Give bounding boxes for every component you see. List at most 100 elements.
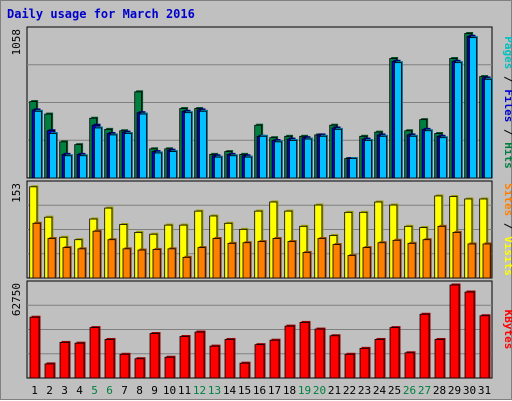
x-tick-label-24: 24	[373, 384, 387, 397]
bottom-legend: KBytes	[502, 310, 512, 350]
bottom-kbytes-bar-5	[89, 327, 100, 379]
bottom-kbytes-bar-24	[374, 339, 385, 379]
x-tick-label-7: 7	[121, 384, 128, 397]
top-pages-bar-25	[394, 62, 402, 179]
middle-legend-item-0: Sites	[502, 183, 512, 216]
x-tick-label-4: 4	[76, 384, 83, 397]
bottom-kbytes-bar-22	[344, 353, 355, 379]
top-pages-bar-8	[139, 113, 147, 179]
x-tick-label-27: 27	[418, 384, 431, 397]
x-tick-label-20: 20	[313, 384, 326, 397]
middle-sites-bar-3	[62, 247, 71, 279]
bottom-kbytes-bar-9	[149, 333, 160, 379]
middle-legend: Sites / Visits	[502, 183, 512, 276]
x-tick-label-29: 29	[448, 384, 461, 397]
middle-sites-bar-24	[377, 242, 386, 279]
middle-sites-bar-31	[482, 243, 491, 279]
middle-sites-bar-22	[347, 255, 356, 279]
middle-sites-bar-12	[197, 247, 206, 279]
x-tick-label-16: 16	[253, 384, 266, 397]
bottom-kbytes-bar-15	[239, 362, 250, 379]
bottom-kbytes-bar-2	[44, 363, 55, 379]
top-pages-bar-22	[349, 158, 357, 179]
top-pages-bar-29	[454, 62, 462, 179]
x-tick-label-26: 26	[403, 384, 416, 397]
x-tick-label-30: 30	[463, 384, 476, 397]
bottom-kbytes-bar-20	[314, 328, 325, 379]
top-pages-bar-17	[274, 141, 282, 179]
bottom-kbytes-bar-8	[134, 358, 145, 379]
x-tick-label-18: 18	[283, 384, 296, 397]
top-legend-item-2: Files	[502, 89, 512, 122]
bottom-kbytes-bar-21	[329, 335, 340, 379]
top-pages-bar-18	[289, 140, 297, 179]
top-pages-bar-15	[244, 156, 252, 179]
x-tick-label-9: 9	[151, 384, 158, 397]
top-pages-bar-5	[94, 127, 102, 179]
bottom-kbytes-bar-11	[179, 336, 190, 379]
x-tick-label-21: 21	[328, 384, 341, 397]
top-pages-bar-1	[34, 110, 42, 179]
middle-sites-bar-1	[32, 222, 41, 279]
bottom-kbytes-bar-14	[224, 339, 235, 379]
x-tick-label-1: 1	[31, 384, 38, 397]
bottom-kbytes-bar-12	[194, 331, 205, 379]
top-pages-bar-14	[229, 155, 237, 179]
top-pages-bar-4	[79, 155, 87, 179]
bottom-kbytes-bar-18	[284, 325, 295, 379]
bottom-kbytes-bar-30	[464, 291, 475, 379]
bottom-kbytes-bar-23	[359, 347, 370, 379]
top-legend: Pages / Files / Hits	[502, 36, 512, 169]
bottom-kbytes-bar-26	[404, 352, 415, 379]
top-legend-item-0: Pages	[502, 36, 512, 69]
middle-sites-bar-23	[362, 247, 371, 279]
middle-sites-bar-9	[152, 249, 161, 279]
middle-sites-bar-26	[407, 242, 416, 279]
middle-sites-bar-27	[422, 239, 431, 279]
bottom-kbytes-bar-1	[29, 316, 40, 379]
middle-legend-item-2: Visits	[502, 236, 512, 276]
middle-ymax-label: 153	[10, 183, 23, 203]
middle-sites-bar-18	[287, 241, 296, 279]
top-pages-bar-27	[424, 130, 432, 179]
middle-legend-item-1: /	[502, 216, 512, 236]
middle-sites-bar-7	[122, 248, 131, 279]
top-pages-bar-21	[334, 128, 342, 179]
top-pages-bar-30	[469, 37, 477, 179]
middle-sites-bar-14	[227, 242, 236, 279]
x-tick-label-13: 13	[208, 384, 221, 397]
x-tick-label-12: 12	[193, 384, 206, 397]
x-tick-label-23: 23	[358, 384, 371, 397]
x-tick-label-22: 22	[343, 384, 356, 397]
middle-sites-bar-29	[452, 232, 461, 279]
middle-sites-bar-10	[167, 248, 176, 279]
middle-sites-bar-2	[47, 238, 56, 279]
top-pages-bar-2	[49, 133, 57, 179]
middle-sites-bar-20	[317, 238, 326, 279]
top-legend-item-3: /	[502, 122, 512, 142]
middle-sites-bar-25	[392, 239, 401, 279]
bottom-kbytes-bar-3	[59, 342, 70, 379]
top-pages-bar-31	[484, 78, 492, 179]
top-pages-bar-19	[304, 138, 312, 179]
chart-title: Daily usage for March 2016	[7, 7, 195, 21]
top-pages-bar-3	[64, 155, 72, 179]
middle-sites-bar-15	[242, 242, 251, 279]
top-pages-bar-23	[364, 140, 372, 179]
bottom-kbytes-bar-31	[479, 315, 490, 379]
x-tick-label-2: 2	[46, 384, 53, 397]
x-tick-label-19: 19	[298, 384, 311, 397]
x-tick-label-17: 17	[268, 384, 281, 397]
middle-sites-bar-19	[302, 252, 311, 279]
bottom-ymax-label: 62750	[10, 283, 23, 316]
x-tick-label-28: 28	[433, 384, 446, 397]
middle-sites-bar-11	[182, 256, 191, 279]
top-ymax-label: 1058	[10, 29, 23, 56]
top-pages-bar-28	[439, 137, 447, 179]
middle-sites-bar-5	[92, 230, 101, 279]
top-pages-bar-7	[124, 133, 132, 179]
bottom-legend-item-0: KBytes	[502, 310, 512, 350]
middle-sites-bar-17	[272, 238, 281, 279]
x-tick-label-25: 25	[388, 384, 401, 397]
